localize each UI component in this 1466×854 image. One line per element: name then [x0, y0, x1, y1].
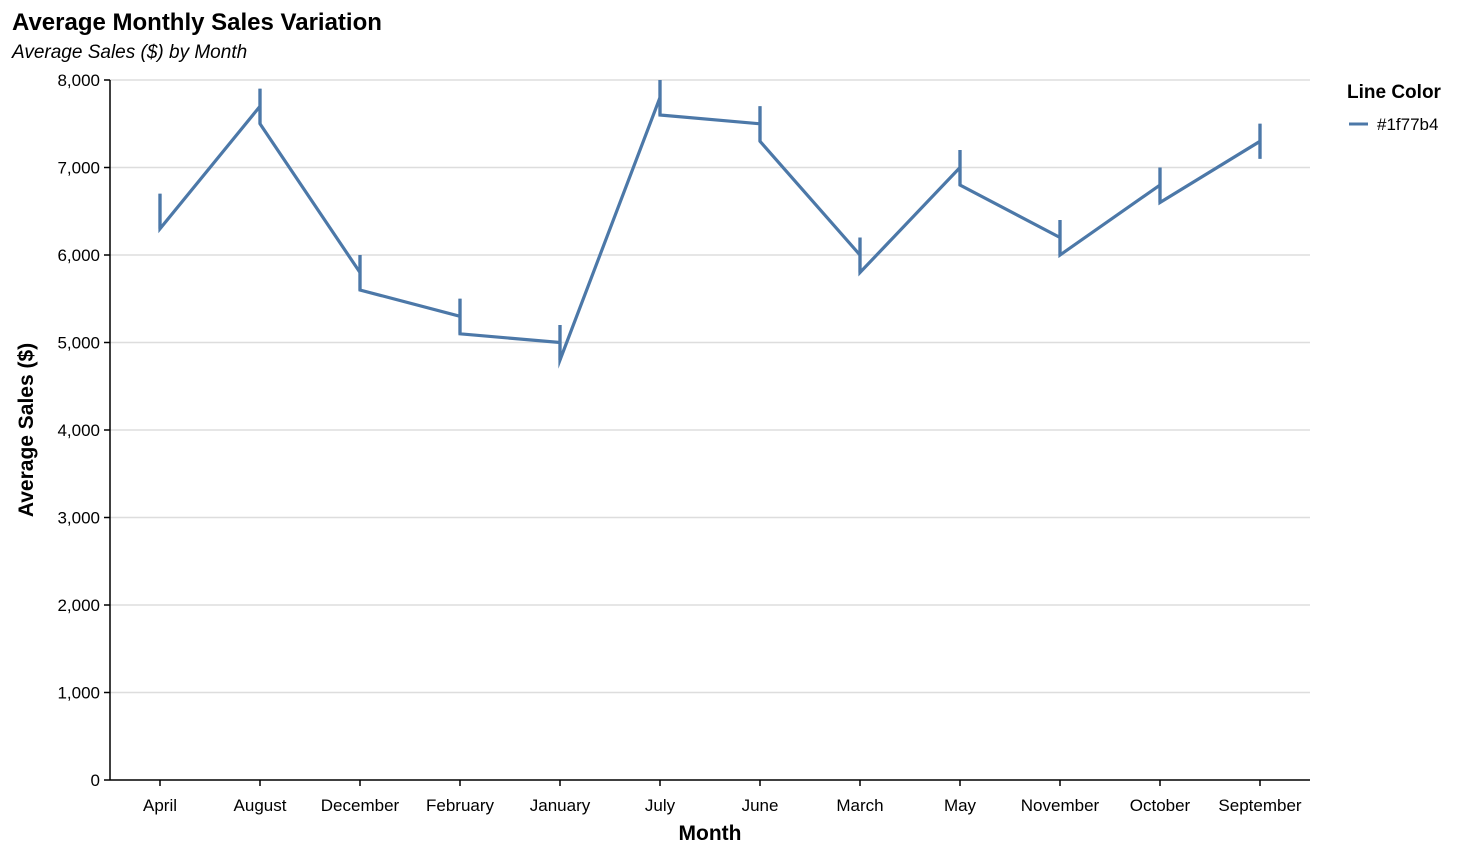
- x-tick-label: September: [1218, 796, 1301, 815]
- y-tick-label: 6,000: [57, 246, 100, 265]
- y-tick-label: 4,000: [57, 421, 100, 440]
- y-tick-label: 2,000: [57, 596, 100, 615]
- x-tick-label: March: [836, 796, 883, 815]
- y-tick-label: 8,000: [57, 71, 100, 90]
- x-tick-label: June: [742, 796, 779, 815]
- legend-label: #1f77b4: [1377, 115, 1438, 134]
- plot-area: [158, 80, 1262, 369]
- x-tick-label: April: [143, 796, 177, 815]
- x-axis-title: Month: [679, 822, 742, 845]
- legend: Line Color #1f77b4: [1347, 82, 1442, 134]
- y-tick-label: 7,000: [57, 159, 100, 178]
- legend-title: Line Color: [1347, 82, 1442, 103]
- x-tick-label: November: [1021, 796, 1100, 815]
- y-tick-label: 5,000: [57, 334, 100, 353]
- y-axis-title: Average Sales ($): [15, 343, 38, 517]
- x-tick-label: January: [530, 796, 591, 815]
- chart-subtitle: Average Sales ($) by Month: [11, 42, 247, 63]
- x-axis: April August December February January July Ju…: [110, 779, 1310, 815]
- y-tick-label: 3,000: [57, 509, 100, 528]
- y-gridlines: [110, 79, 1310, 694]
- y-tick-label: 1,000: [57, 684, 100, 703]
- x-tick-label: February: [426, 796, 495, 815]
- x-tick-label: October: [1130, 796, 1191, 815]
- y-axis: 0 1,000 2,000 3,000 4,000 5,000 6,000 7,000 8,00…: [57, 71, 111, 790]
- x-tick-label: July: [645, 796, 676, 815]
- x-tick-label: May: [944, 796, 977, 815]
- series-line: [158, 80, 1262, 369]
- x-tick-label: December: [321, 796, 400, 815]
- y-tick-label: 0: [91, 771, 100, 790]
- chart-title: Average Monthly Sales Variation: [12, 9, 382, 36]
- x-tick-label: August: [234, 796, 287, 815]
